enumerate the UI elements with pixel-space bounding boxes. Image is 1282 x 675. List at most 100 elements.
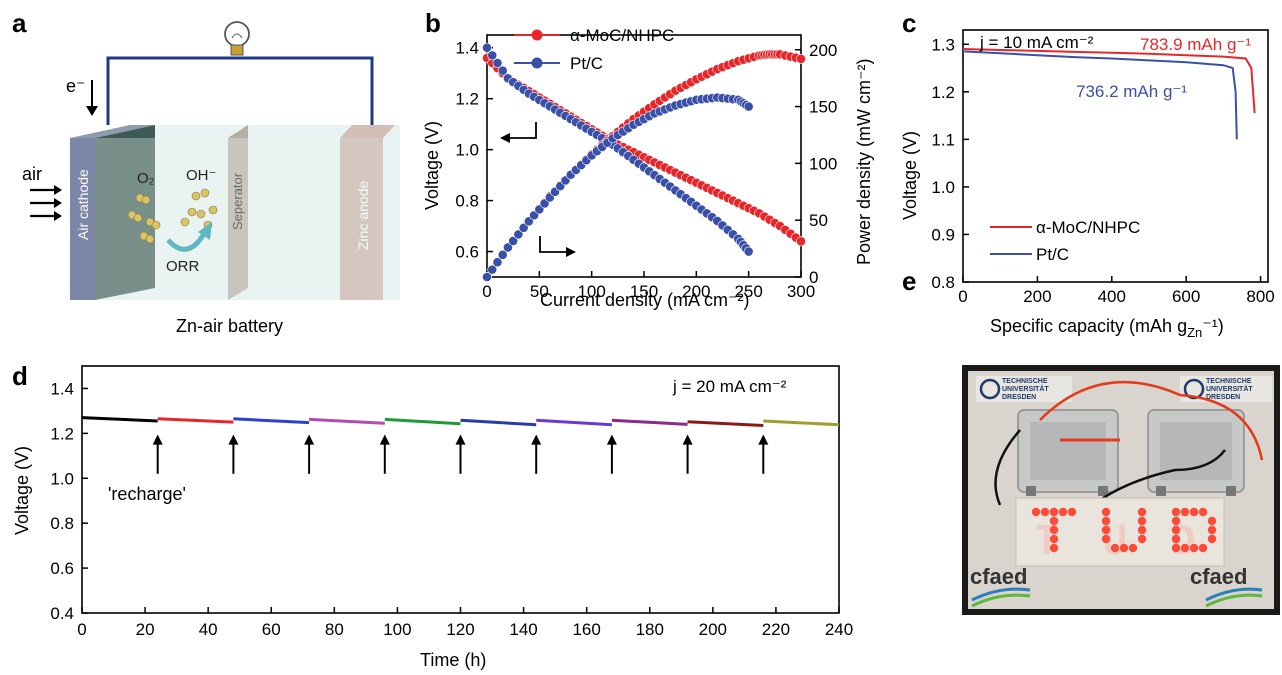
led-dot <box>1101 516 1111 526</box>
d-segment-7 <box>611 418 688 426</box>
led-dot <box>1119 543 1129 553</box>
svg-text:cfaed: cfaed <box>970 564 1027 589</box>
d-xtick-label: 200 <box>699 620 727 639</box>
recharge-arrow <box>152 434 163 474</box>
b-xtick-label: 150 <box>630 282 658 301</box>
b-series-point-3 <box>513 229 524 240</box>
b-series-point-1 <box>482 42 492 53</box>
b-series-point-3 <box>518 222 529 233</box>
svg-text:UNIVERSITÄT: UNIVERSITÄT <box>1002 385 1049 393</box>
panel-label-d: d <box>12 361 28 391</box>
b-series-point-3 <box>482 272 492 282</box>
led-dot <box>1207 534 1217 544</box>
c-xtick-label: 600 <box>1172 287 1200 306</box>
led-dot <box>1101 525 1111 535</box>
b-series-point-0 <box>796 236 806 247</box>
o2-label: O₂ <box>137 170 155 187</box>
cathode-label: Air cathode <box>75 169 91 240</box>
b-xtick-label: 0 <box>482 282 491 301</box>
c-series-line-1 <box>962 50 1238 140</box>
chart-b-ylabel: Voltage (V) <box>422 121 442 210</box>
air-cathode-layer <box>95 125 155 300</box>
c-ytick-label: 0.8 <box>931 273 955 292</box>
svg-text:UNIVERSITÄT: UNIVERSITÄT <box>1206 385 1253 393</box>
d-segment-8 <box>687 420 764 427</box>
air-cathode-front <box>70 138 95 300</box>
recharge-arrow <box>758 434 769 474</box>
recharge-arrow <box>606 434 617 474</box>
zinc-anode <box>340 138 383 300</box>
oh-label: OH⁻ <box>186 167 216 184</box>
svg-text:DRESDEN: DRESDEN <box>1206 394 1240 401</box>
tu-dresden-logo-right: TECHNISCHE UNIVERSITÄT DRESDEN <box>1180 376 1272 402</box>
led-dot <box>1101 534 1111 544</box>
chart-d-frame <box>81 365 840 614</box>
b-series-point-1 <box>492 58 503 68</box>
right-axis-arrow <box>539 236 576 257</box>
c-ytick-label: 1.1 <box>931 130 955 149</box>
d-xtick-label: 20 <box>136 620 155 639</box>
chart-b: 0 50 100 150 200 250 300 0.6 0.8 1.0 1.2 1.4 0 50 100 1… <box>422 26 874 310</box>
d-ytick-label: 1.0 <box>50 469 74 488</box>
led-dot <box>1171 534 1181 544</box>
chart-c-legend: α-MoC/NHPC Pt/C <box>990 218 1140 264</box>
led-dot <box>1040 507 1050 517</box>
battery-diagram: e⁻ Air cathode Seperator Zinc anode air … <box>22 21 400 336</box>
chart-c-annotation-blue: 736.2 mAh g⁻¹ <box>1076 82 1187 101</box>
cfaed-logo-left: cfaed <box>970 564 1031 608</box>
orr-label: ORR <box>166 258 200 275</box>
lightbulb-icon <box>224 21 250 56</box>
c-xtick-label: 800 <box>1246 287 1274 306</box>
d-ytick-label: 1.4 <box>50 379 74 398</box>
b-y2tick-label: 150 <box>809 98 837 117</box>
panel-label-c: c <box>902 8 916 38</box>
b-series-point-3 <box>508 236 519 246</box>
cfaed-logo-right: cfaed <box>1190 564 1263 608</box>
b-series-point-3 <box>492 257 503 268</box>
molecules <box>127 188 218 244</box>
svg-text:cfaed: cfaed <box>1190 564 1247 589</box>
led-dot <box>1137 525 1147 535</box>
led-dot <box>1171 543 1181 553</box>
chart-c-xlabel: Specific capacity (mAh gZn⁻¹) <box>990 316 1224 340</box>
b-series-point-3 <box>487 264 498 275</box>
svg-text:TECHNISCHE: TECHNISCHE <box>1002 378 1048 385</box>
chart-b-legend: α-MoC/NHPC Pt/C <box>514 26 674 73</box>
recharge-arrow <box>304 434 315 474</box>
legend-b-item-1: α-MoC/NHPC <box>570 26 674 45</box>
led-dot <box>1128 543 1138 553</box>
svg-text:DRESDEN: DRESDEN <box>1002 394 1036 401</box>
d-xtick-label: 160 <box>572 620 600 639</box>
d-segment-9 <box>763 419 840 427</box>
d-xtick-label: 0 <box>77 620 86 639</box>
c-xtick-label: 400 <box>1098 287 1126 306</box>
chart-b-y2label: Power density (mW cm⁻²) <box>854 58 874 265</box>
led-dot <box>1137 507 1147 517</box>
led-dot <box>1207 525 1217 535</box>
b-xtick-label: 250 <box>734 282 762 301</box>
chart-c-ylabel: Voltage (V) <box>900 131 920 220</box>
chart-b-xlabel: Current density (mA cm⁻²) <box>540 290 750 310</box>
black-wire-2 <box>1099 449 1226 502</box>
d-xtick-label: 180 <box>636 620 664 639</box>
b-xtick-label: 200 <box>682 282 710 301</box>
led-dot <box>1058 507 1068 517</box>
led-text: T U D <box>1035 518 1205 564</box>
c-series-line-0 <box>962 48 1256 114</box>
recharge-arrow <box>379 434 390 474</box>
d-segment-1 <box>157 417 234 424</box>
led-dot <box>1110 543 1120 553</box>
led-dot <box>1031 507 1041 517</box>
c-ytick-label: 0.9 <box>931 225 955 244</box>
d-xtick-label: 220 <box>762 620 790 639</box>
led-dot <box>1049 516 1059 526</box>
b-xtick-label: 50 <box>530 282 549 301</box>
recharge-arrow <box>682 434 693 474</box>
device-photo: TECHNISCHE UNIVERSITÄT DRESDEN TECHNISCH… <box>962 365 1280 615</box>
b-series-point-1 <box>487 50 498 61</box>
c-ytick-label: 1.3 <box>931 35 955 54</box>
d-segment-0 <box>81 416 158 423</box>
chart-c-condition: j = 10 mA cm⁻² <box>979 33 1094 52</box>
led-dot <box>1049 507 1059 517</box>
d-segment-4 <box>384 417 461 426</box>
